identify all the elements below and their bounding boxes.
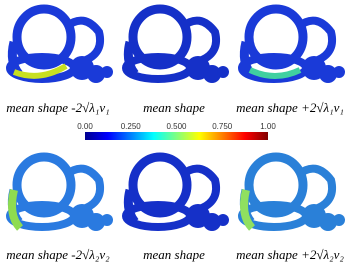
shape-render	[126, 157, 229, 231]
shape-render	[242, 157, 345, 231]
colorbar-tick-label: 1.00	[260, 122, 276, 131]
highlight	[12, 63, 68, 79]
colorbar-tick-label: 0.500	[166, 122, 187, 131]
shape-render	[126, 9, 229, 83]
colorbar-tick-label: 0.00	[77, 122, 93, 131]
caption: mean shape -2√λ₁v₁	[6, 100, 109, 115]
colorbar-tick-label: 0.750	[212, 122, 233, 131]
shape-render	[10, 157, 113, 231]
caption: mean shape	[143, 100, 205, 115]
caption: mean shape	[143, 247, 205, 262]
shapes	[10, 9, 345, 231]
caption: mean shape -2√λ₂v₂	[6, 247, 110, 262]
caption: mean shape +2√λ₂v₂	[236, 247, 344, 262]
colorbar-tick-label: 0.250	[121, 122, 142, 131]
caption: mean shape +2√λ₁v₁	[236, 100, 344, 115]
colorbar	[85, 132, 268, 140]
highlight	[240, 189, 256, 231]
highlight	[8, 189, 24, 231]
highlight	[248, 67, 302, 79]
